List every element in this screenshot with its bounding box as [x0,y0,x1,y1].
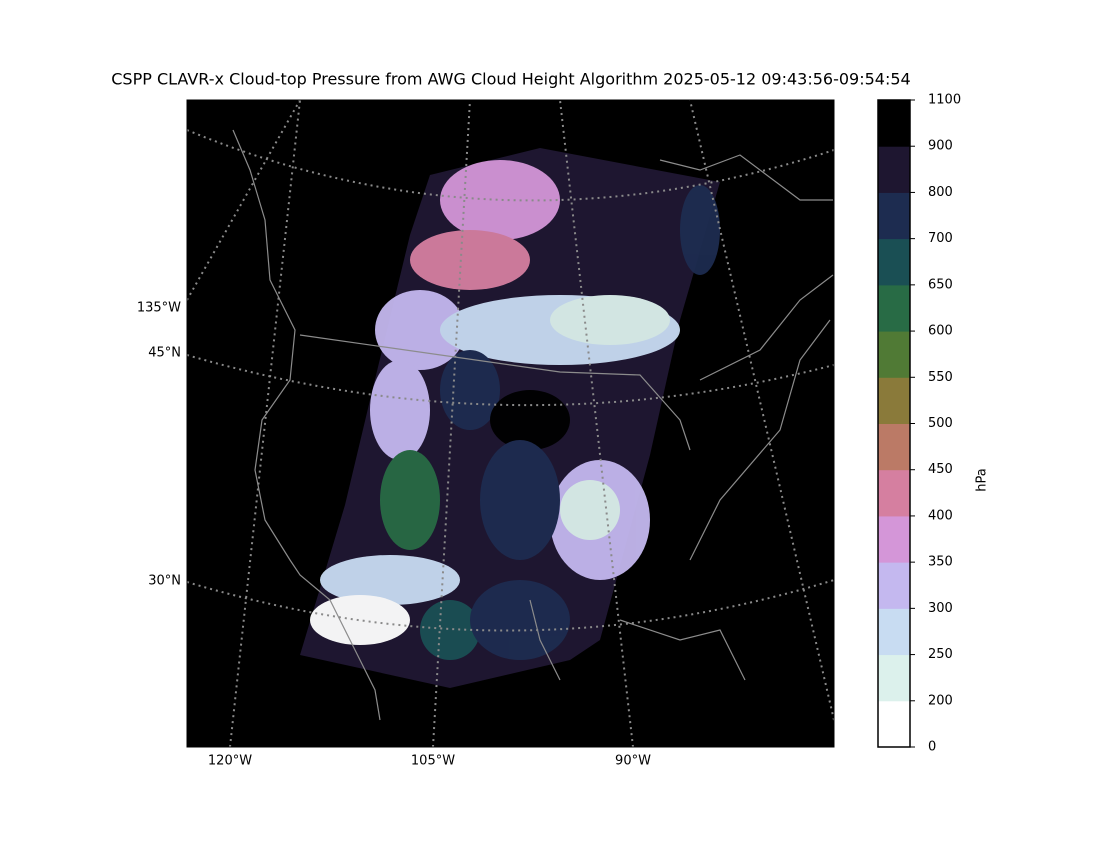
map [187,100,834,747]
colorbar-tick-label: 200 [928,693,953,708]
colorbar-tick-label: 800 [928,185,953,200]
colorbar-segment [878,146,910,193]
colorbar-segment [878,562,910,609]
title: CSPP CLAVR-x Cloud-top Pressure from AWG… [111,70,910,89]
colorbar-segment [878,100,910,147]
lat-label: 45°N [148,346,181,361]
colorbar-tick-label: 1100 [928,93,961,108]
colorbar-tick-label: 300 [928,601,953,616]
colorbar-segment [878,515,910,563]
colorbar-segment [878,469,910,517]
colorbar-segment [878,608,910,656]
map-frame [186,99,835,748]
colorbar-segment [878,238,910,286]
colorbar-tick-label: 900 [928,139,953,154]
colorbar-segment [878,284,910,332]
lon-label: 90°W [615,754,651,769]
colorbar-tick-label: 700 [928,231,953,246]
colorbar-tick-label: 650 [928,277,953,292]
colorbar-segment [878,377,910,424]
cloud-field [310,160,720,660]
colorbar-segment [878,423,910,471]
colorbar-tick-label: 500 [928,416,953,431]
colorbar-segment [878,192,910,240]
colorbar-tick-label: 250 [928,647,953,662]
colorbar-tick-label: 400 [928,508,953,523]
colorbar-tick-label: 0 [928,740,936,755]
colorbar-tick-label: 550 [928,370,953,385]
colorbar-tick-label: 350 [928,555,953,570]
colorbar-segment [878,654,910,702]
colorbar-tick-label: 600 [928,324,953,339]
lat-label: 135°W [137,301,181,316]
colorbar-segment [878,331,910,378]
colorbar-tick-label: 450 [928,462,953,477]
lon-label: 105°W [411,754,455,769]
colorbar: 0 200 250 300 350 400 450 500 550 600 650 700 800 900… [877,93,961,755]
colorbar-label: hPa [975,468,990,491]
lon-label: 120°W [208,754,252,769]
colorbar-segment [878,700,910,748]
lat-label: 30°N [148,574,181,589]
